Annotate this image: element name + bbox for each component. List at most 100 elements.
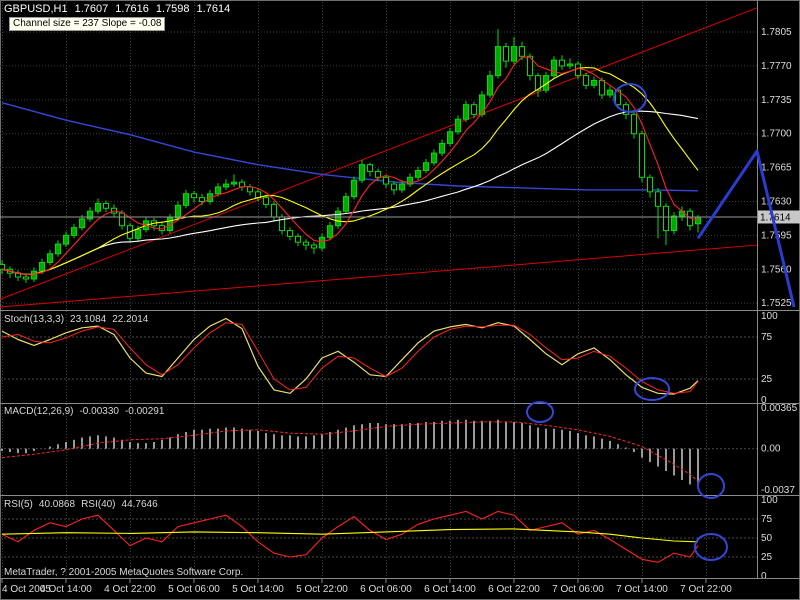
stoch-signal-value: 22.2014 [112,314,149,325]
candle-body [391,183,397,191]
candle-body [367,164,373,172]
candle-body [0,263,5,270]
candle-body [439,142,445,154]
price-axis-label: 1.7630 [761,196,792,207]
candle-body [639,133,645,178]
sma-mid-line [1,67,699,276]
time-axis-label: 5 Oct 22:00 [296,584,348,595]
high-value: 1.7616 [115,3,149,15]
trendline-layer [0,7,758,308]
macd-axis-label: 0.00 [761,444,781,455]
candle-body [407,176,413,185]
time-axis-label: 7 Oct 06:00 [552,584,604,595]
candle-body [631,113,637,135]
chart-header: GBPUSD,H1 1.7607 1.7616 1.7598 1.7614 [4,3,237,15]
candle-body [119,212,125,227]
stoch-axis-label: 0 [761,395,767,406]
rsi-axis-label: 0 [761,571,767,582]
time-axis-label: 4 Oct 2005 [2,584,51,595]
candle-body [31,270,37,280]
candle-body [551,59,557,77]
candle-body [199,197,205,202]
trendline [0,7,758,300]
candle-body [567,63,573,67]
candle-body [263,197,269,205]
macd-signal-value: -0.00291 [124,406,165,417]
low-value: 1.7598 [155,3,190,15]
candle-body [103,202,109,209]
highlight-ellipse [694,533,728,561]
candle-body [183,193,189,206]
candle-body [87,210,93,220]
current-price-badge [758,210,800,224]
time-axis-label: 6 Oct 22:00 [488,584,540,595]
time-axis-label: 4 Oct 14:00 [40,584,92,595]
candle-body [647,176,653,193]
time-axis-label: 7 Oct 14:00 [616,584,668,595]
indicator-layer [0,317,757,563]
candle-body [335,210,341,227]
price-axis-label: 1.7700 [761,129,792,140]
candle-body [215,186,221,195]
candle-body [423,162,429,172]
time-axis-label: 5 Oct 14:00 [232,584,284,595]
stoch-axis-label: 75 [761,332,773,343]
candle-body [479,94,485,115]
candle-body [623,104,629,115]
stoch-main-value: 23.1084 [70,314,107,325]
copyright-text: MetaTrader, ? 2001-2005 MetaQuotes Softw… [4,567,244,578]
rsi-slow-name: RSI(40) [81,499,116,510]
candle-body [671,215,677,232]
candle-body [247,186,253,193]
candle-body [559,59,565,67]
candle-body [519,46,525,57]
time-axis-label: 4 Oct 22:00 [104,584,156,595]
candle-body [191,193,197,199]
candle-body [415,170,421,178]
price-axis-label: 1.7805 [761,27,792,38]
candle-body [223,183,229,188]
open-value: 1.7607 [74,3,109,15]
annotation-layer [526,83,796,561]
time-axis-label: 5 Oct 06:00 [168,584,220,595]
rsi-slow-line [1,528,699,543]
trendline [0,244,758,308]
rsi-indicator-label: RSI(5) 40.0868 RSI(40) 44.7646 [4,499,164,510]
candle-body [535,75,541,91]
candle-body [527,55,533,77]
highlight-ellipse [613,83,647,113]
stoch-main-line [1,317,699,395]
candle-body [287,230,293,237]
candle-body [663,205,669,232]
close-value: 1.7614 [196,3,231,15]
long-ma-line [1,102,699,192]
candle-body [327,225,333,238]
candle-body [455,118,461,133]
macd-signal-line [1,421,699,482]
price-axis-label: 1.7770 [761,61,792,72]
rsi-slow-value: 44.7646 [121,499,158,510]
stoch-signal-line [1,322,699,394]
highlight-ellipse [697,473,725,499]
candle-body [343,196,349,212]
candle-body [359,164,365,181]
rsi-axis-label: 100 [761,495,778,506]
candle-body [511,46,517,62]
candle-body [471,104,477,115]
candle-body [47,253,53,263]
candle-body [463,104,469,120]
rsi-fast-name: RSI(5) [4,499,33,510]
candle-body [79,218,85,229]
stoch-axis-label: 25 [761,374,773,385]
candle-body [431,152,437,164]
candle-body [231,181,237,185]
candle-body [311,244,317,249]
highlight-ellipse [634,377,670,401]
macd-main-value: -0.00330 [79,406,119,417]
sma-fast-line [1,56,699,276]
candle-body [175,204,181,219]
macd-axis-label: -0.0037 [761,485,795,496]
highlight-ellipse [526,401,554,423]
